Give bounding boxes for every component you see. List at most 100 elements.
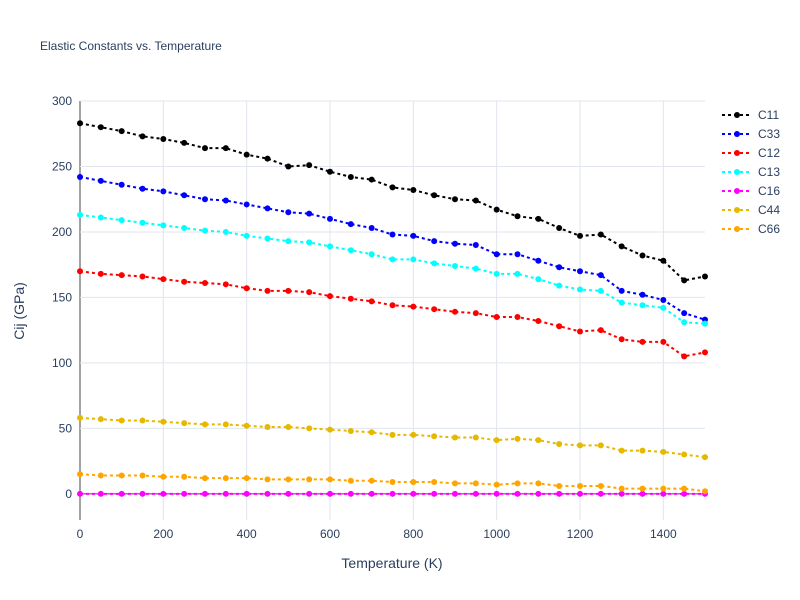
data-point [306,476,313,483]
data-point [202,227,208,234]
data-point [202,490,208,497]
data-point [327,215,333,222]
x-tick-label: 600 [320,527,340,541]
data-point [77,173,83,180]
data-point [347,427,354,434]
data-point [160,135,167,142]
data-point [285,209,292,216]
data-point [660,257,667,264]
data-point [660,297,667,304]
data-point [597,272,604,279]
data-point [389,184,396,191]
x-tick-label: 200 [153,527,173,541]
x-tick-label: 1200 [567,527,594,541]
data-point [556,482,563,489]
data-point [118,490,125,497]
data-point [639,490,646,497]
data-point [618,485,625,492]
data-point [347,490,354,497]
data-point [202,421,208,428]
data-point [222,228,229,235]
data-point [368,251,375,258]
data-point [327,490,333,497]
legend-swatch-marker [734,131,740,137]
data-point [97,177,104,184]
data-point [681,310,688,317]
data-point [431,306,438,313]
data-point [327,426,333,433]
x-tick-label: 1000 [483,527,510,541]
data-point [181,139,188,146]
series-line [79,175,706,321]
x-tick-label: 400 [237,527,257,541]
data-point [618,243,625,250]
data-point [389,302,396,309]
data-point [681,353,688,360]
data-point [285,476,292,483]
data-point [535,257,542,264]
legend-item-c66[interactable]: C66 [722,222,780,236]
data-point [389,431,396,438]
data-point [618,490,625,497]
data-point [139,219,146,226]
data-point [285,424,292,431]
data-point [306,490,313,497]
legend-item-c11[interactable]: C11 [722,108,779,122]
legend-item-c33[interactable]: C33 [722,127,780,141]
data-point [597,482,604,489]
data-point [514,270,521,277]
data-point [431,260,438,267]
data-point [202,280,208,287]
data-point [264,235,271,242]
legend[interactable]: C11 C33 C12 C13 C16 C44 C66 [722,108,780,236]
series-c13 [77,211,708,327]
data-point [472,242,479,249]
data-point [431,192,438,199]
data-point [97,472,104,479]
data-point [181,420,188,427]
legend-item-c13[interactable]: C13 [722,165,780,179]
data-point [97,270,104,277]
data-point [118,472,125,479]
data-point [118,272,125,279]
data-point [264,490,271,497]
data-point [577,286,583,293]
data-point [452,262,458,269]
data-point [681,319,688,326]
data-point [577,490,583,497]
series-c66 [77,471,708,495]
legend-item-c12[interactable]: C12 [722,146,780,160]
data-point [597,327,604,334]
x-axis-title: Temperature (K) [341,555,442,571]
data-point [472,480,479,487]
data-point [243,201,250,208]
data-point [264,155,271,162]
data-point [306,239,313,246]
data-point [306,289,313,296]
data-point [160,276,167,283]
data-point [660,338,667,345]
data-point [577,442,583,449]
data-point [639,447,646,454]
data-point [285,490,292,497]
legend-item-c44[interactable]: C44 [722,203,780,217]
data-point [452,490,458,497]
chart-title: Elastic Constants vs. Temperature [40,39,222,53]
data-point [327,168,333,175]
data-point [243,422,250,429]
data-point [493,481,500,488]
legend-label: C13 [758,165,780,179]
data-point [431,238,438,245]
data-point [139,273,146,280]
data-point [264,476,271,483]
data-point [493,270,500,277]
data-point [535,215,542,222]
data-point [702,320,708,327]
legend-item-c16[interactable]: C16 [722,184,780,198]
series-c44 [77,414,708,461]
data-point [389,490,396,497]
data-point [160,473,167,480]
data-point [514,480,521,487]
data-point [493,490,500,497]
data-point [681,451,688,458]
